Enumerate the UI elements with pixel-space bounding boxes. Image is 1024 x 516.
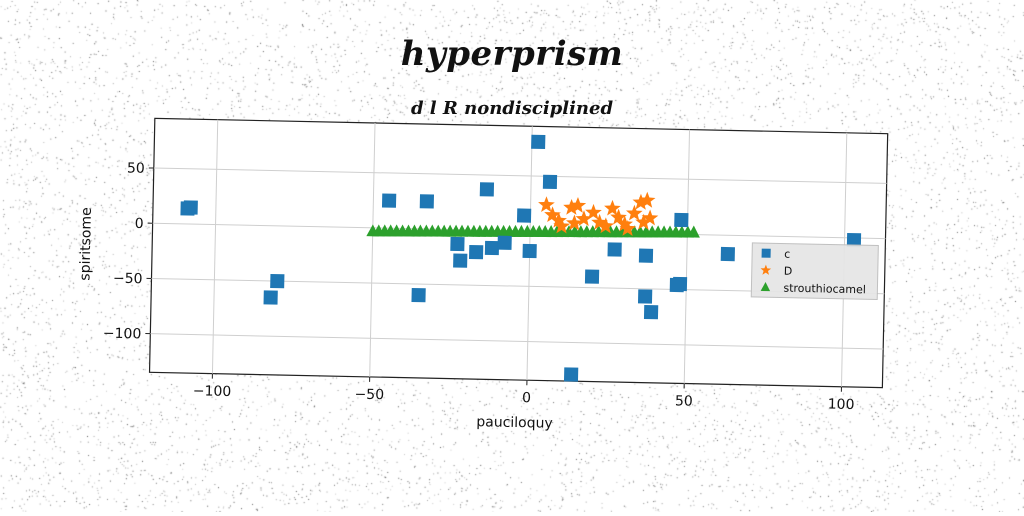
point-c (674, 213, 688, 227)
point-c (585, 269, 599, 283)
y-tick-label: −50 (113, 271, 143, 288)
y-tick-label: 50 (127, 160, 145, 176)
legend-label: c (784, 248, 790, 261)
y-axis-label: spiritsome (77, 207, 95, 281)
point-c (608, 242, 622, 256)
x-tick-label: 0 (522, 390, 531, 406)
point-c (721, 247, 735, 261)
point-c (523, 244, 537, 258)
x-tick-label: 100 (828, 397, 855, 414)
x-tick-label: 50 (675, 393, 693, 409)
point-c (382, 193, 396, 207)
y-tick-label: 0 (135, 216, 144, 232)
point-c (564, 367, 578, 381)
point-c (638, 289, 652, 303)
point-c (531, 135, 545, 149)
legend-label: D (784, 265, 793, 278)
point-c (670, 278, 684, 292)
x-axis-label: pauciloquy (476, 414, 553, 432)
point-c (639, 249, 653, 263)
point-c (469, 245, 483, 259)
x-tick-label: −100 (193, 383, 232, 400)
point-c (453, 253, 467, 267)
point-c (450, 237, 464, 251)
point-c (517, 208, 531, 222)
y-tick-label: −100 (103, 326, 142, 343)
point-c (543, 175, 557, 189)
legend-label: strouthiocamel (783, 282, 866, 297)
point-c (264, 290, 278, 304)
point-c (270, 274, 284, 288)
legend-marker-c (762, 249, 771, 258)
point-c (420, 194, 434, 208)
y-axis: −100 −50 0 50 (103, 160, 154, 343)
point-c (411, 288, 425, 302)
point-c (485, 241, 499, 255)
x-tick-label: −50 (354, 387, 384, 404)
point-c (480, 182, 494, 196)
point-c (180, 201, 194, 215)
point-c (498, 236, 512, 250)
point-c (644, 305, 658, 319)
